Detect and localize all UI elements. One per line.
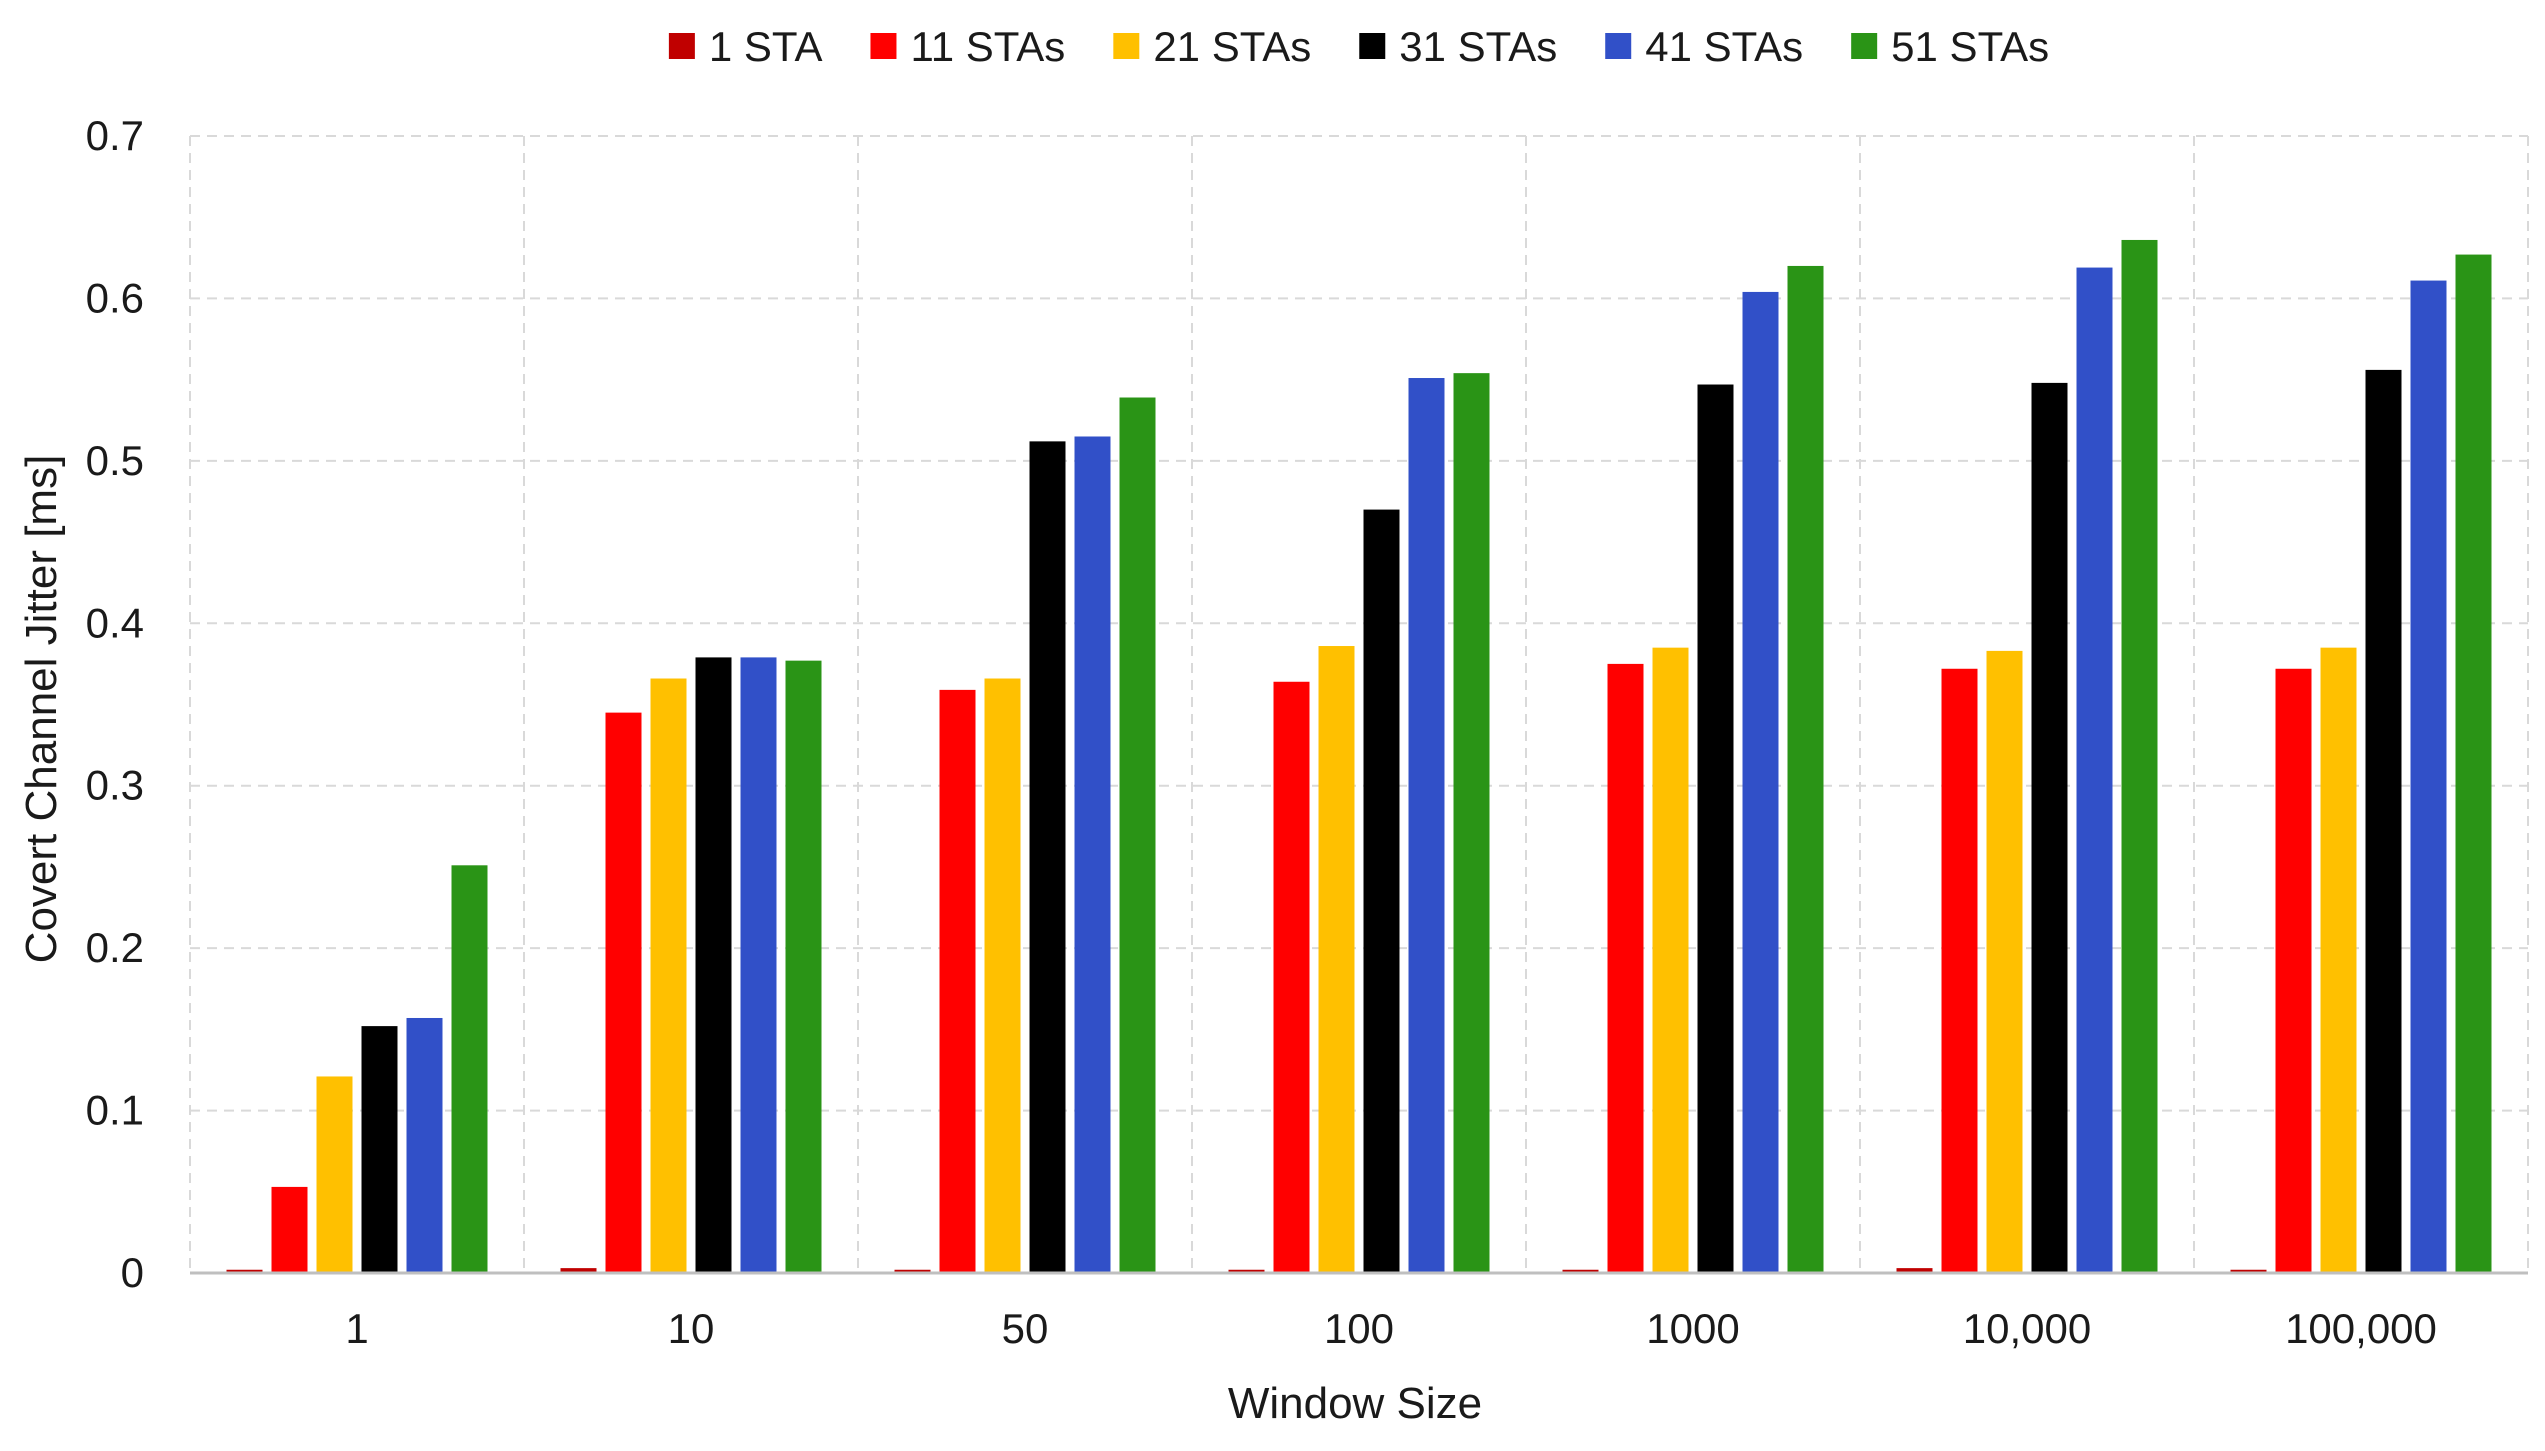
legend-swatch — [1113, 33, 1140, 59]
bar-31-stas-50 — [1029, 441, 1066, 1273]
y-tick-label: 0.7 — [86, 112, 144, 159]
grid-layer — [189, 135, 2529, 1273]
bar-1-sta-1000 — [1562, 1269, 1599, 1273]
bar-31-stas-10 — [695, 657, 732, 1273]
bar-1-sta-1 — [226, 1269, 263, 1273]
y-tick-label: 0.1 — [86, 1087, 144, 1134]
legend: 1 STA 11 STAs 21 STAs 31 STAs 41 STAs 51 STAs — [668, 23, 2049, 70]
y-axis-title: Covert Channel Jitter [ms] — [17, 455, 66, 964]
bar-41-stas-1000 — [1742, 291, 1779, 1274]
bar-1-sta-100 — [1228, 1269, 1265, 1273]
bar-51-stas-50 — [1119, 397, 1156, 1273]
bar-11-stas-1 — [271, 1186, 308, 1273]
bar-1-sta-10000 — [1896, 1268, 1933, 1273]
legend-swatch — [870, 33, 897, 59]
legend-label: 11 STAs — [910, 23, 1065, 70]
x-tick-label: 1 — [345, 1305, 368, 1352]
bars-layer — [226, 239, 2492, 1274]
bar-11-stas-100000 — [2275, 668, 2312, 1273]
bar-1-sta-10 — [560, 1268, 597, 1273]
bar-51-stas-10000 — [2121, 239, 2158, 1273]
legend-label: 21 STAs — [1153, 23, 1311, 70]
legend-label: 51 STAs — [1891, 23, 2049, 70]
bar-51-stas-100000 — [2455, 254, 2492, 1273]
y-tick-label: 0 — [121, 1249, 144, 1296]
bar-21-stas-10000 — [1986, 650, 2023, 1273]
x-tick-label: 10,000 — [1963, 1305, 2091, 1352]
bar-31-stas-1000 — [1697, 384, 1734, 1273]
x-tick-label: 10 — [668, 1305, 715, 1352]
legend-swatch — [668, 33, 695, 59]
bar-1-sta-100000 — [2230, 1269, 2267, 1273]
bar-21-stas-1 — [316, 1076, 353, 1273]
x-tick-label: 100,000 — [2285, 1305, 2437, 1352]
bar-51-stas-1 — [451, 865, 488, 1273]
bar-31-stas-1 — [361, 1026, 398, 1273]
y-tick-label: 0.4 — [86, 599, 144, 646]
bar-31-stas-100000 — [2365, 369, 2402, 1273]
legend-swatch — [1851, 33, 1878, 59]
y-tick-label: 0.6 — [86, 274, 144, 321]
bar-51-stas-10 — [785, 660, 822, 1273]
x-axis-title: Window Size — [1228, 1379, 1482, 1428]
bar-31-stas-100 — [1363, 509, 1400, 1274]
x-tick-label: 100 — [1324, 1305, 1394, 1352]
bar-31-stas-10000 — [2031, 382, 2068, 1273]
axis-layer: 0 0.1 0.2 0.3 0.4 0.5 0.6 0.7 1 10 50 100 1000 10,000… — [86, 112, 2528, 1352]
legend-label: 41 STAs — [1645, 23, 1803, 70]
bar-1-sta-50 — [894, 1269, 931, 1273]
bar-51-stas-100 — [1453, 373, 1490, 1273]
bar-11-stas-50 — [939, 689, 976, 1273]
bar-11-stas-10 — [605, 712, 642, 1273]
bar-21-stas-100 — [1318, 646, 1355, 1273]
bar-41-stas-100 — [1408, 378, 1445, 1274]
bar-41-stas-10000 — [2076, 267, 2113, 1273]
bar-11-stas-10000 — [1941, 668, 1978, 1273]
legend-label: 1 STA — [709, 23, 823, 70]
bar-41-stas-10 — [740, 657, 777, 1273]
bar-21-stas-100000 — [2320, 647, 2357, 1273]
bar-41-stas-1 — [406, 1017, 443, 1273]
x-tick-label: 1000 — [1646, 1305, 1739, 1352]
y-tick-label: 0.2 — [86, 924, 144, 971]
bar-51-stas-1000 — [1787, 265, 1824, 1273]
bar-11-stas-1000 — [1607, 663, 1644, 1273]
y-tick-label: 0.3 — [86, 762, 144, 809]
legend-swatch — [1605, 33, 1632, 59]
bar-41-stas-100000 — [2410, 280, 2447, 1274]
legend-label: 31 STAs — [1399, 23, 1557, 70]
bar-21-stas-50 — [984, 678, 1021, 1273]
bar-41-stas-50 — [1074, 436, 1111, 1273]
bar-11-stas-100 — [1273, 681, 1310, 1273]
x-tick-label: 50 — [1002, 1305, 1049, 1352]
bar-21-stas-1000 — [1652, 647, 1689, 1273]
y-tick-label: 0.5 — [86, 437, 144, 484]
bar-21-stas-10 — [650, 678, 687, 1273]
legend-swatch — [1359, 33, 1386, 59]
